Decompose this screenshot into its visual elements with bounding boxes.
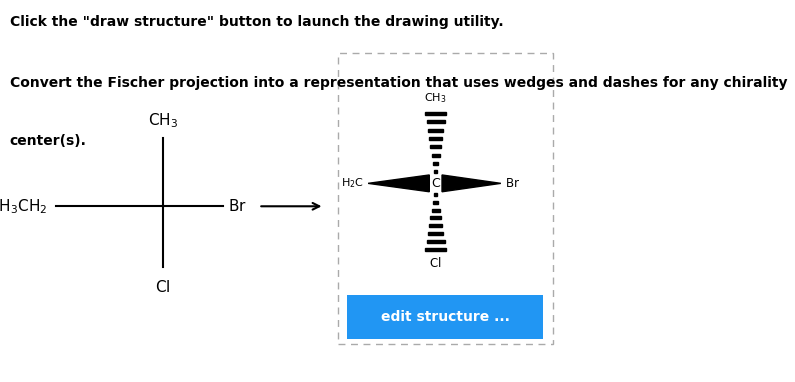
Text: $\mathregular{CH_3CH_2}$: $\mathregular{CH_3CH_2}$ [0,197,48,215]
Text: $\mathregular{C}$: $\mathregular{C}$ [431,177,440,190]
Polygon shape [425,112,446,115]
Text: Convert the Fischer projection into a representation that uses wedges and dashes: Convert the Fischer projection into a re… [10,76,787,91]
Text: center(s).: center(s). [10,134,87,148]
Text: edit structure ...: edit structure ... [381,310,510,324]
Polygon shape [431,145,440,148]
Text: Click the "draw structure" button to launch the drawing utility.: Click the "draw structure" button to lau… [10,15,503,29]
Polygon shape [428,129,444,132]
Text: $\mathregular{CH_3}$: $\mathregular{CH_3}$ [425,91,447,105]
Polygon shape [425,248,446,251]
Polygon shape [428,232,444,235]
Text: $\mathregular{Cl}$: $\mathregular{Cl}$ [155,279,171,295]
Polygon shape [431,216,440,219]
Text: $\mathregular{H_2C}$: $\mathregular{H_2C}$ [341,176,364,190]
Polygon shape [433,201,438,204]
Polygon shape [368,175,429,192]
Text: $\mathregular{Br}$: $\mathregular{Br}$ [228,198,247,214]
Polygon shape [442,175,501,192]
Polygon shape [434,193,437,196]
Polygon shape [429,137,442,140]
Text: $\mathregular{Br}$: $\mathregular{Br}$ [505,177,520,190]
Polygon shape [432,154,440,157]
Polygon shape [429,224,442,227]
Text: $\mathregular{CH_3}$: $\mathregular{CH_3}$ [148,111,178,130]
Polygon shape [433,162,438,165]
Polygon shape [427,240,444,243]
FancyBboxPatch shape [347,295,543,339]
Polygon shape [427,120,444,123]
FancyBboxPatch shape [338,53,553,344]
Polygon shape [432,209,440,212]
Polygon shape [434,170,437,173]
Text: $\mathregular{Cl}$: $\mathregular{Cl}$ [429,256,442,270]
